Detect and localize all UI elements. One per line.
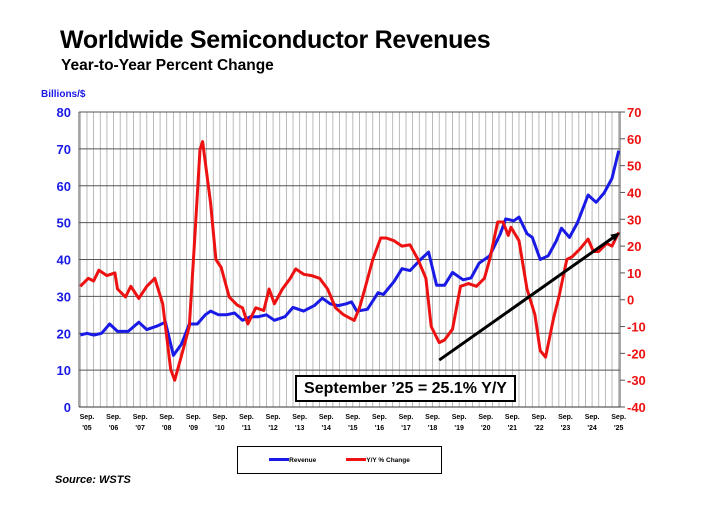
x-tick-label: '15	[348, 425, 358, 432]
legend-label: Revenue	[289, 456, 317, 464]
legend-item-yoy: Y/Y % Change	[346, 457, 410, 464]
chart-title: Worldwide Semiconductor Revenues	[60, 26, 491, 54]
y2-tick-label: 70	[627, 105, 641, 120]
x-tick-label: Sep.	[505, 414, 520, 421]
trend-arrow-head	[610, 232, 620, 242]
y-tick-label: 50	[57, 216, 71, 231]
x-tick-label: Sep.	[345, 414, 360, 421]
x-tick-label: '10	[215, 425, 225, 432]
y2-tick-label: -30	[627, 373, 646, 388]
x-tick-label: Sep.	[239, 414, 254, 421]
x-tick-label: '17	[401, 425, 411, 432]
y-tick-label: 20	[57, 326, 71, 341]
y-tick-label: 10	[57, 363, 71, 378]
y2-tick-label: 50	[627, 159, 641, 174]
x-tick-label: '14	[322, 425, 332, 432]
x-tick-label: Sep.	[532, 414, 547, 421]
x-tick-label: '19	[454, 425, 464, 432]
x-tick-label: '12	[268, 425, 278, 432]
x-tick-label: Sep.	[372, 414, 387, 421]
x-tick-label: '22	[534, 425, 544, 432]
x-tick-label: Sep.	[425, 414, 440, 421]
legend-item-revenue: Revenue	[269, 457, 316, 464]
annotation-box: September ’25 = 25.1% Y/Y	[295, 375, 516, 402]
x-tick-label: Sep.	[213, 414, 228, 421]
x-tick-label: Sep.	[319, 414, 334, 421]
y-axis-label: Billions/$	[41, 89, 86, 100]
legend: Revenue Y/Y % Change	[237, 446, 442, 474]
y2-tick-label: 30	[627, 212, 641, 227]
x-tick-label: '24	[587, 425, 597, 432]
x-tick-label: '07	[135, 425, 145, 432]
x-tick-label: '05	[82, 425, 92, 432]
x-tick-label: '06	[109, 425, 119, 432]
y2-tick-label: -10	[627, 320, 646, 335]
x-tick-label: '25	[614, 425, 624, 432]
x-tick-label: Sep.	[558, 414, 573, 421]
y2-tick-label: 0	[627, 293, 634, 308]
x-tick-label: Sep.	[452, 414, 467, 421]
chart-subtitle: Year-to-Year Percent Change	[61, 57, 274, 74]
x-tick-label: '18	[428, 425, 438, 432]
legend-label: Y/Y % Change	[366, 456, 410, 464]
x-tick-label: Sep.	[80, 414, 95, 421]
y-tick-label: 60	[57, 179, 71, 194]
y-tick-label: 0	[64, 400, 71, 415]
x-tick-label: '13	[295, 425, 305, 432]
x-tick-label: Sep.	[106, 414, 121, 421]
y2-tick-label: 60	[627, 132, 641, 147]
y2-tick-label: 20	[627, 239, 641, 254]
x-tick-label: Sep.	[585, 414, 600, 421]
y-tick-label: 40	[57, 253, 71, 268]
y2-tick-label: 40	[627, 185, 641, 200]
y-tick-label: 30	[57, 289, 71, 304]
x-tick-label: Sep.	[133, 414, 148, 421]
x-tick-label: Sep.	[399, 414, 414, 421]
y-tick-label: 80	[57, 105, 71, 120]
x-tick-label: '21	[508, 425, 518, 432]
y2-tick-label: -40	[627, 400, 646, 415]
y-tick-label: 70	[57, 142, 71, 157]
x-tick-label: '11	[242, 425, 251, 432]
series-line-revenue	[79, 150, 621, 357]
legend-swatch-revenue	[269, 458, 290, 462]
x-tick-label: Sep.	[159, 414, 174, 421]
trend-arrow-line	[438, 234, 616, 362]
y2-tick-label: -20	[627, 346, 646, 361]
x-tick-label: '08	[162, 425, 172, 432]
x-tick-label: Sep.	[186, 414, 201, 421]
y2-tick-label: 10	[627, 266, 641, 281]
x-tick-label: '23	[561, 425, 571, 432]
x-tick-label: Sep.	[292, 414, 307, 421]
x-tick-label: Sep.	[266, 414, 281, 421]
source-note: Source: WSTS	[55, 474, 131, 486]
x-tick-label: '09	[189, 425, 199, 432]
x-tick-label: Sep.	[611, 414, 626, 421]
x-tick-label: '20	[481, 425, 491, 432]
legend-swatch-yoy	[346, 458, 367, 462]
series-line-y-y-change	[79, 140, 621, 382]
x-tick-label: '16	[375, 425, 385, 432]
x-tick-label: Sep.	[478, 414, 493, 421]
